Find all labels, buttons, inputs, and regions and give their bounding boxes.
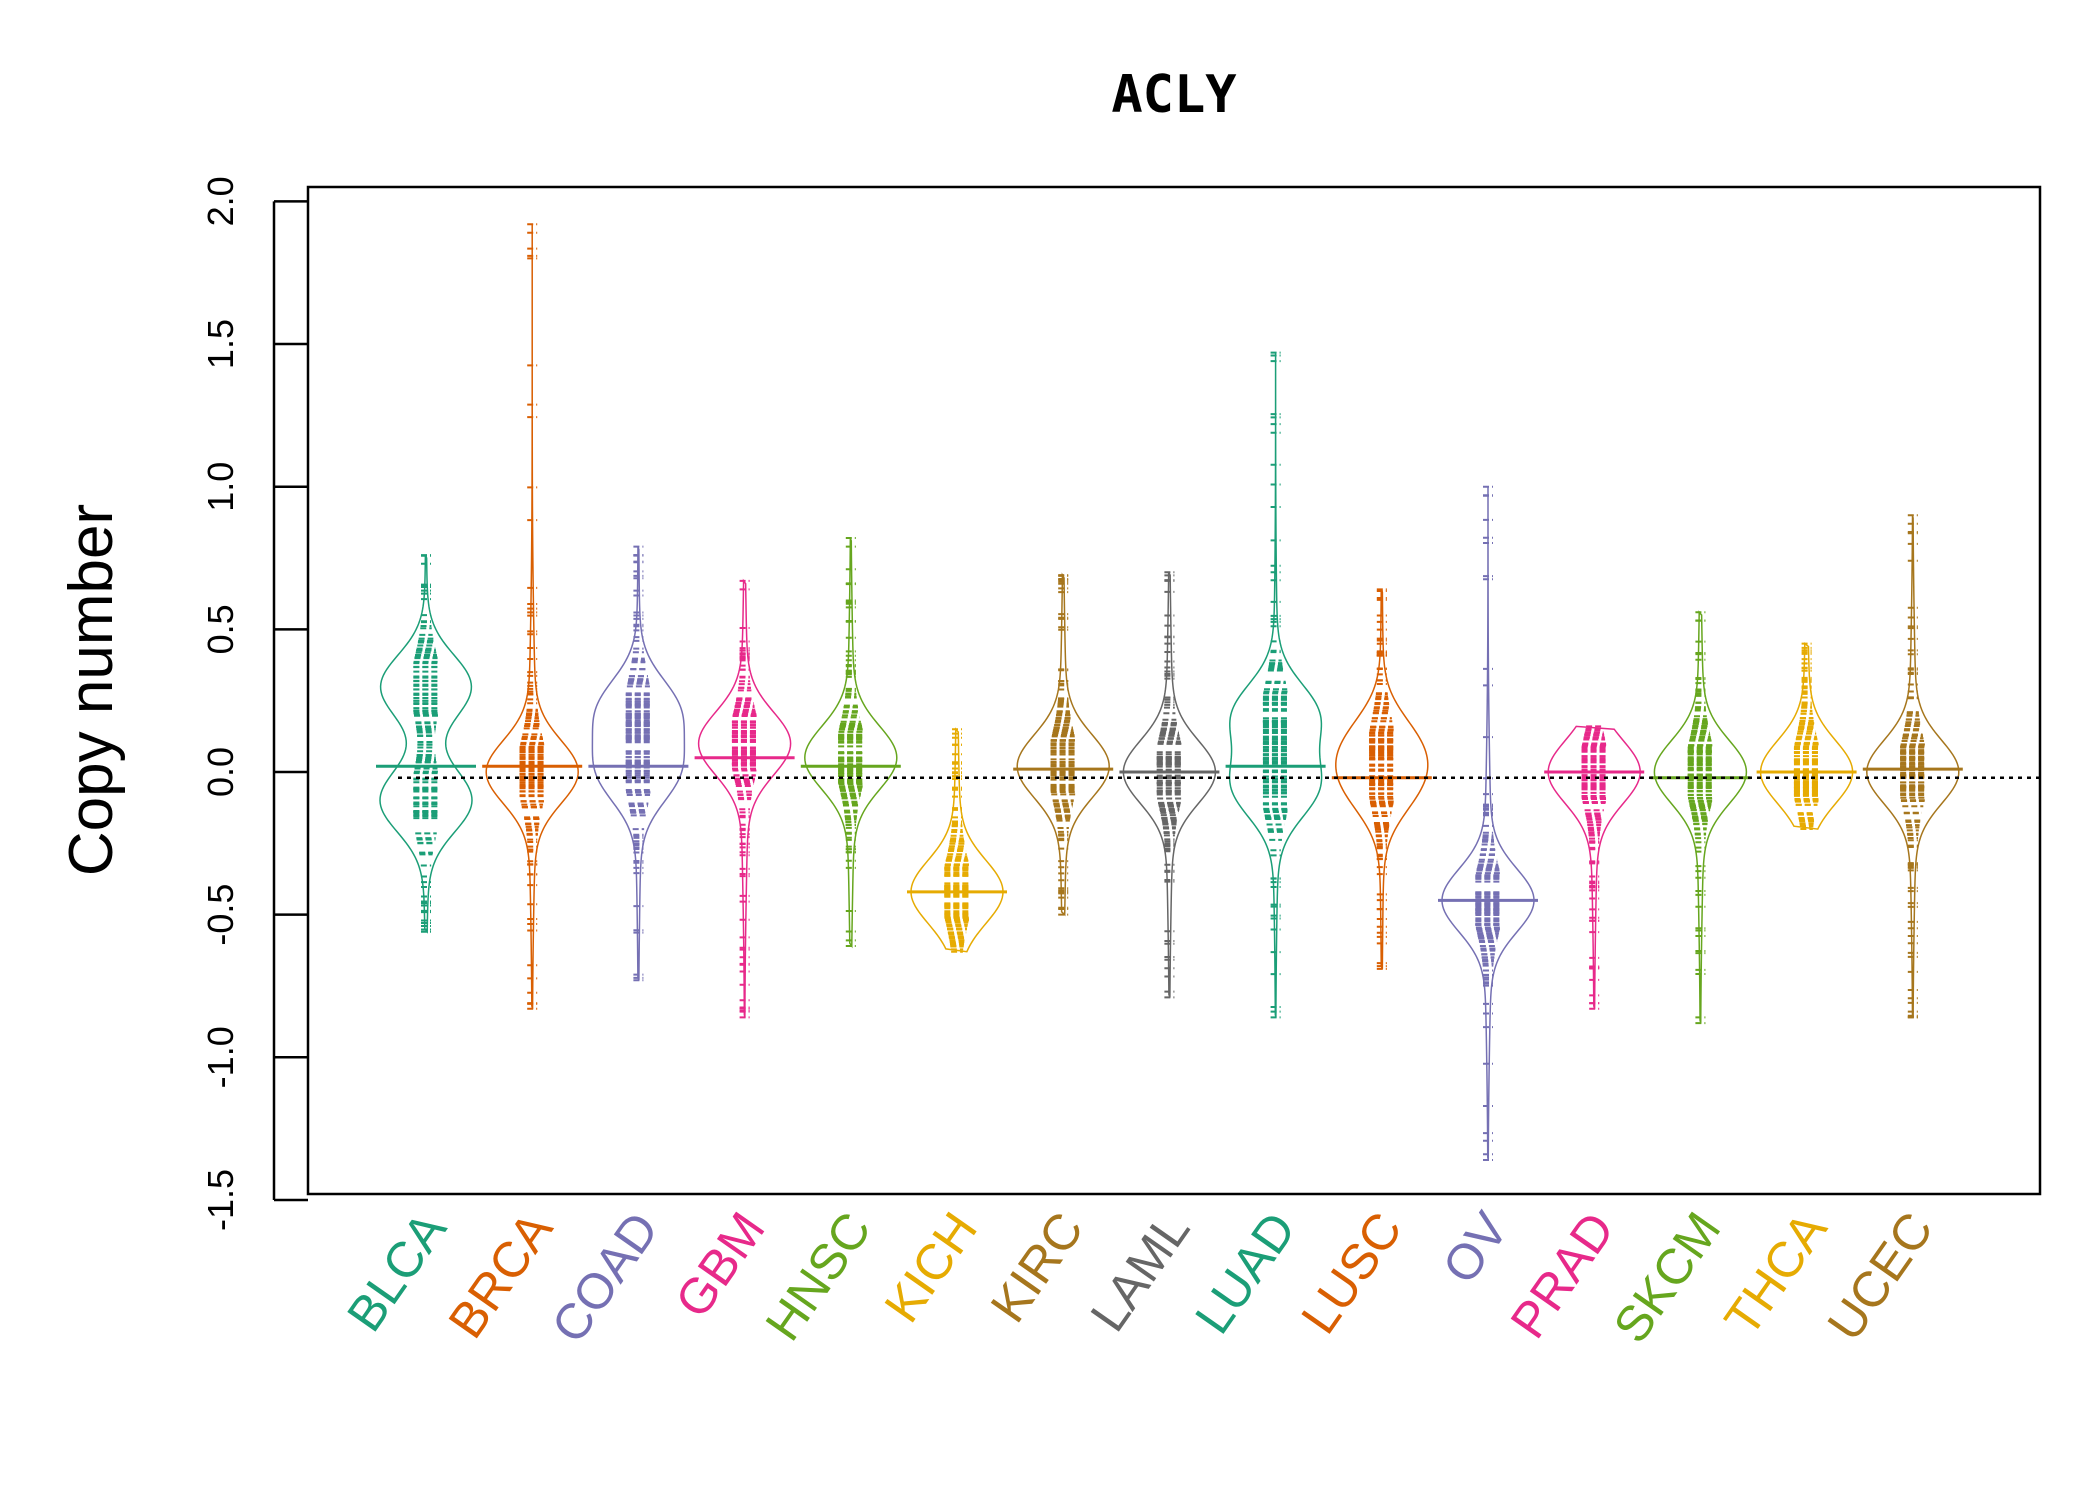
x-tick-label-thca: THCA (1714, 1202, 1838, 1346)
x-tick-label-lusc: LUSC (1290, 1202, 1412, 1343)
bean-blca (376, 554, 476, 934)
y-tick-label: -0.5 (200, 884, 241, 946)
beans (376, 223, 2040, 1162)
plot-frame (306, 185, 2042, 1196)
x-tick-label-brca: BRCA (438, 1202, 564, 1348)
y-tick-label: 1.5 (200, 319, 241, 369)
x-tick-label-prad: PRAD (1500, 1202, 1626, 1348)
bean-gbm (694, 578, 795, 1019)
bean-luad (1225, 351, 1326, 1019)
x-tick-label-blca: BLCA (336, 1202, 457, 1342)
bean-shape (697, 578, 792, 1018)
x-tick-label-laml: LAML (1080, 1202, 1201, 1341)
y-tick-label: -1.0 (200, 1026, 241, 1088)
bean-coad (588, 545, 689, 982)
x-tick-label-ucec: UCEC (1817, 1202, 1944, 1350)
y-tick-label: 0.0 (200, 747, 241, 797)
x-tick-label-hnsc: HNSC (755, 1202, 882, 1350)
bean-kirc (1013, 572, 1114, 917)
bean-shape (1653, 610, 1748, 1024)
x-tick-label-gbm: GBM (664, 1202, 775, 1327)
x-tick-label-coad: COAD (541, 1202, 670, 1352)
bean-shape (379, 554, 473, 934)
bean-brca (482, 223, 583, 1010)
bean-laml (1119, 571, 1220, 999)
y-axis: -1.5 -1.0 -0.5 0.0 0.5 1.0 1.5 2.0 (200, 176, 308, 1231)
chart-title: ACLY (1111, 65, 1237, 125)
x-tick-label-kich: KICH (874, 1202, 988, 1332)
bean-ov (1438, 485, 1538, 1162)
bean-ucec (1862, 514, 1963, 1019)
y-tick-label: 0.5 (200, 604, 241, 654)
x-tick-label-ov: OV (1432, 1202, 1520, 1294)
x-tick-label-skcm: SKCM (1603, 1202, 1732, 1352)
x-tick-label-luad: LUAD (1184, 1202, 1306, 1343)
y-tick-label: 1.0 (200, 462, 241, 512)
bean-shape (1547, 725, 1641, 1010)
bean-shape (1441, 486, 1535, 1161)
bean-prad (1544, 725, 1645, 1010)
bean-hnsc (800, 537, 901, 949)
bean-skcm (1650, 610, 1751, 1025)
x-tick-label-kirc: KIRC (980, 1202, 1094, 1332)
bean-thca (1756, 642, 1857, 831)
y-axis-label: Copy number (57, 504, 126, 876)
bean-lusc (1331, 588, 1432, 970)
y-tick-label: 2.0 (200, 176, 241, 226)
bean-kich (907, 727, 1007, 953)
y-tick-label: -1.5 (200, 1169, 241, 1231)
